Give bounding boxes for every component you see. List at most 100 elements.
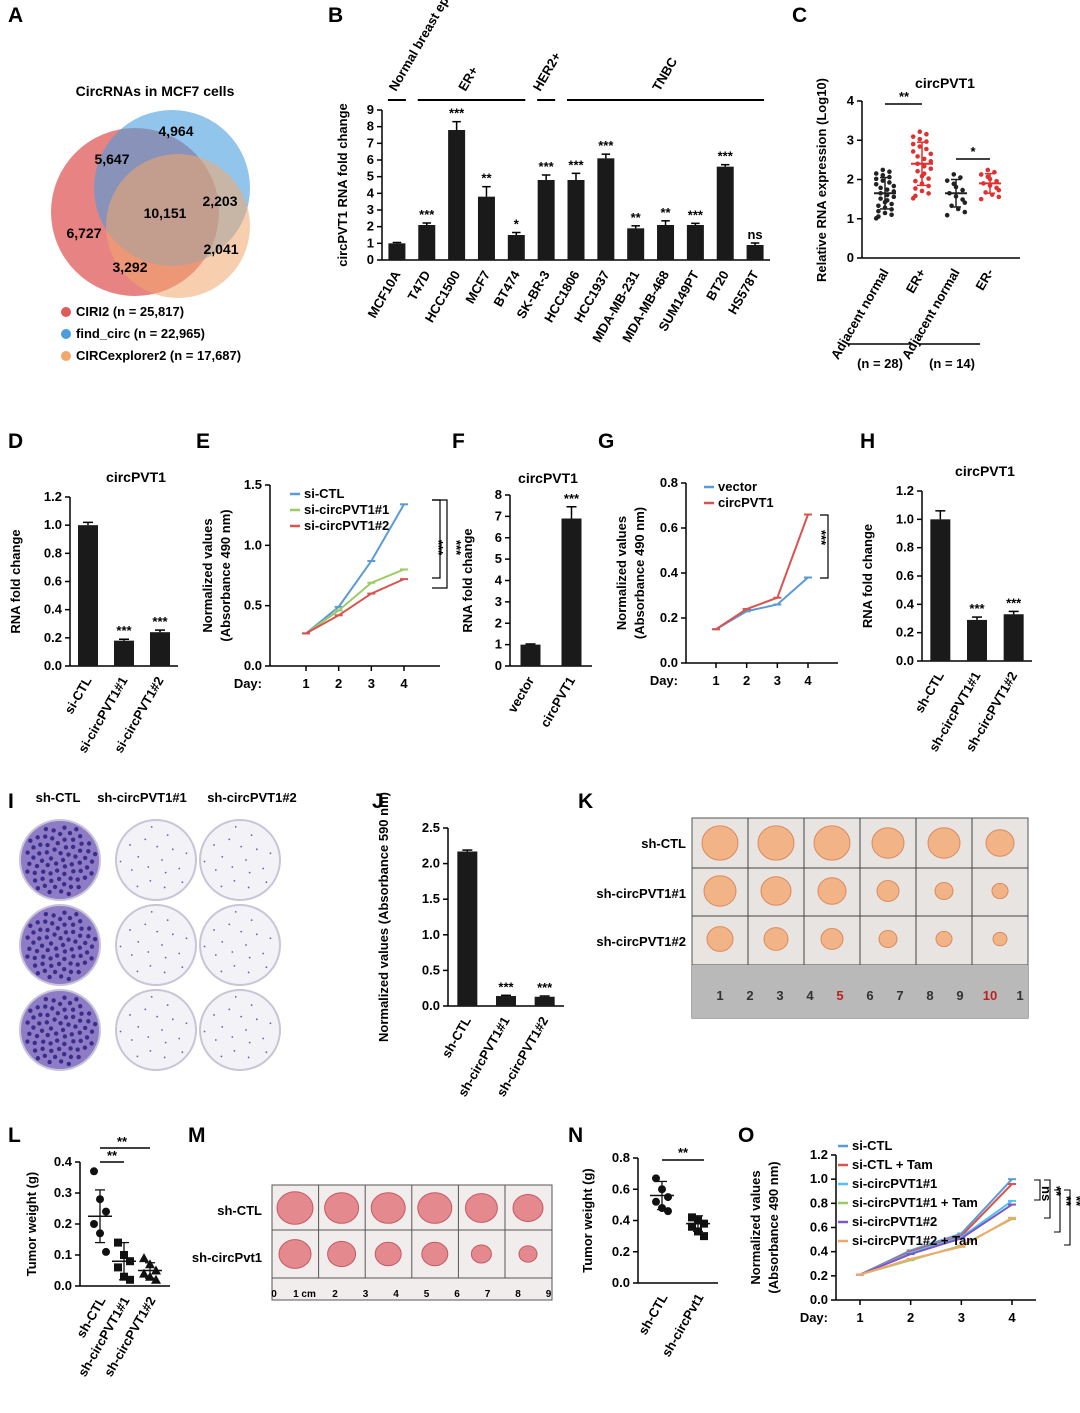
category-label-MCF10A: MCF10A [365,267,404,320]
data-point [994,185,999,191]
colony [69,947,74,952]
y-axis-label: Tumor weight (g) [580,1168,595,1272]
colony [250,1004,253,1006]
colony [156,1015,159,1018]
colony [49,963,54,969]
colony [137,855,140,858]
colony [228,923,231,926]
colony [221,940,224,943]
colony [40,1046,45,1052]
colony [58,851,63,856]
significance-label: * [970,144,976,159]
chart-title: circPVT1 [955,463,1015,479]
colony [53,1031,59,1036]
bar-sh-CTL [930,519,951,661]
data-point [913,186,918,191]
data-point [924,131,929,137]
panel-letter-C: C [792,4,807,27]
colony [66,891,71,897]
data-point [944,178,950,183]
legend-entry: CIRCexplorer2 (n = 17,687) [76,348,241,363]
y-tick-label: 1.5 [422,891,440,906]
data-point [139,1268,149,1278]
tumor [327,1240,357,1268]
y-axis-label: (Absorbance 490 nm) [632,507,647,639]
colony [60,942,66,948]
line-chart-E: 0.0 0.5 1.0 1.5 1 2 3 4 Day: si-CTLsi-circPVT1#1s… [200,477,464,691]
legend-swatch [61,329,71,339]
y-tick-label: 1.0 [44,517,62,532]
colony [82,1045,88,1050]
legend-entry: si-circPVT1#2 [852,1214,937,1229]
y-tick-label: 2 [367,219,374,234]
row-label: sh-CTL [641,836,686,851]
venn-region-value: 4,964 [158,123,193,139]
ruler-number: 7 [485,1289,491,1300]
category-label: sh-CTL [635,1291,670,1337]
tumor [470,1244,492,1264]
data-point [926,191,931,196]
y-axis-label: (Absorbance 490 nm) [218,509,233,641]
colony [41,954,46,959]
y-tick-label: 0.6 [44,574,62,589]
data-point [985,174,991,179]
category-label-sh-CTL: sh-CTL [912,669,947,715]
colony [178,1037,181,1040]
data-point [951,181,957,187]
significance-label: ** [660,205,671,220]
y-tick-label: 3 [367,202,374,217]
chart-title: circPVT1 [518,470,578,486]
series-line-si-CTL [305,503,405,635]
colony [171,848,174,851]
colony [240,930,243,933]
colony [39,943,45,948]
category-label-BT20: BT20 [703,268,732,303]
data-point [921,171,927,176]
colony [161,1029,163,1031]
y-tick-label: 0.5 [244,598,262,613]
y-tick-label: 1 [495,637,502,652]
colony [203,945,206,948]
y-tick-label: 1.2 [44,489,62,504]
y-axis-label: RNA fold change [8,529,23,633]
ruler-number: 6 [454,1289,460,1300]
colony [50,1006,55,1011]
tumor [992,931,1008,947]
colony [71,1039,76,1044]
significance-label: ** [1059,1196,1074,1207]
data-point [913,193,918,199]
colony [262,1037,265,1040]
significance-bracket [1064,1189,1071,1246]
colony [68,969,74,975]
category-label-vector: vector [505,674,538,715]
y-tick-label: 0.0 [54,1278,72,1293]
significance-label: ** [481,171,492,186]
colony [45,1012,50,1018]
colony [234,825,237,828]
data-point [873,181,879,187]
tumor [757,825,795,861]
colony [31,940,36,945]
data-point [917,136,923,142]
y-tick-label: 0.8 [660,475,678,490]
y-axis-label: Relative RNA expression (Log10) [814,78,829,282]
tumor [370,1192,406,1224]
y-tick-label: 0.0 [896,653,914,668]
ruler-number: 1 cm [293,1289,316,1300]
colony [50,836,55,841]
legend-swatch [61,307,71,317]
tumor [813,825,851,861]
colony [130,954,133,956]
colony [185,852,188,855]
colony [53,861,59,866]
x-tick-label: 2 [743,673,750,688]
colony [150,910,153,913]
y-tick-label: 0.0 [422,998,440,1013]
y-tick-label: 4 [367,185,375,200]
colony [57,831,63,837]
colony [245,859,247,861]
x-tick-label: 2 [907,1310,914,1325]
colony [62,995,67,1000]
colony [130,869,133,871]
y-tick-label: 7 [495,508,502,523]
